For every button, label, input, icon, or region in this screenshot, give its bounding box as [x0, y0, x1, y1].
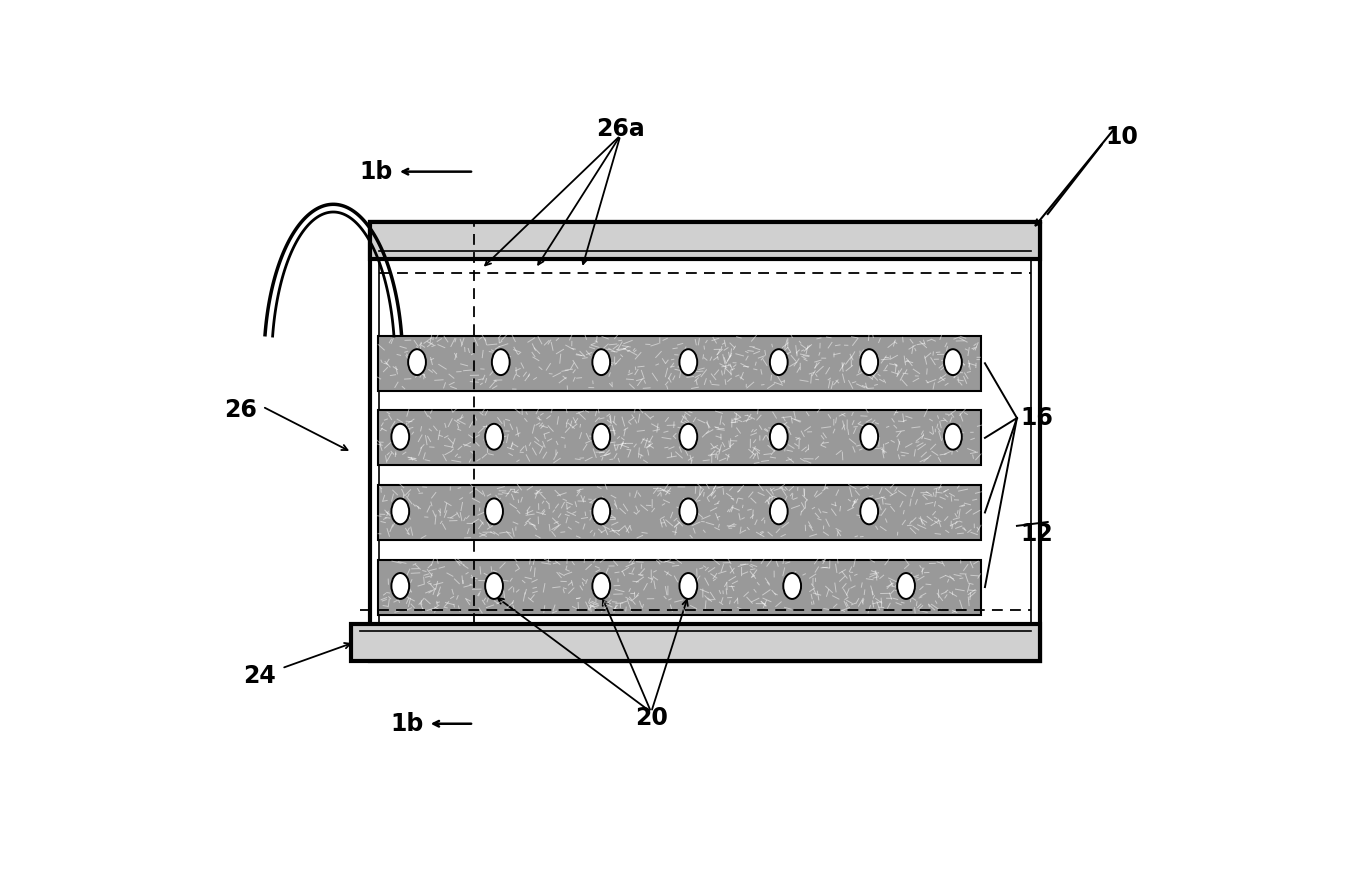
Bar — [371, 222, 1040, 258]
Text: 1b: 1b — [391, 712, 424, 735]
Ellipse shape — [679, 498, 698, 524]
Ellipse shape — [391, 498, 409, 524]
Text: 12: 12 — [1021, 521, 1054, 545]
Ellipse shape — [679, 573, 698, 599]
Ellipse shape — [679, 424, 698, 450]
Bar — [350, 624, 1040, 660]
Text: 26: 26 — [224, 398, 256, 422]
Text: 1b: 1b — [360, 159, 394, 184]
Ellipse shape — [391, 424, 409, 450]
Bar — [378, 335, 981, 390]
Text: 16: 16 — [1021, 406, 1054, 430]
Bar — [379, 231, 1030, 651]
Ellipse shape — [593, 350, 611, 375]
Bar — [378, 559, 981, 614]
Ellipse shape — [593, 498, 611, 524]
Ellipse shape — [492, 350, 510, 375]
Ellipse shape — [485, 573, 503, 599]
Text: 10: 10 — [1105, 125, 1138, 149]
Ellipse shape — [679, 350, 698, 375]
Ellipse shape — [945, 350, 962, 375]
Bar — [378, 485, 981, 540]
Text: 26a: 26a — [596, 118, 645, 142]
Text: 20: 20 — [635, 706, 668, 730]
Ellipse shape — [408, 350, 425, 375]
Ellipse shape — [945, 424, 962, 450]
Ellipse shape — [770, 350, 788, 375]
Ellipse shape — [593, 424, 611, 450]
Ellipse shape — [391, 573, 409, 599]
Ellipse shape — [860, 350, 878, 375]
Text: 24: 24 — [243, 664, 275, 688]
Bar — [371, 222, 1040, 660]
Bar — [378, 411, 981, 466]
Ellipse shape — [770, 424, 788, 450]
Ellipse shape — [784, 573, 801, 599]
Ellipse shape — [593, 573, 611, 599]
Ellipse shape — [485, 498, 503, 524]
Ellipse shape — [897, 573, 915, 599]
Ellipse shape — [770, 498, 788, 524]
Ellipse shape — [860, 498, 878, 524]
Ellipse shape — [860, 424, 878, 450]
Ellipse shape — [485, 424, 503, 450]
